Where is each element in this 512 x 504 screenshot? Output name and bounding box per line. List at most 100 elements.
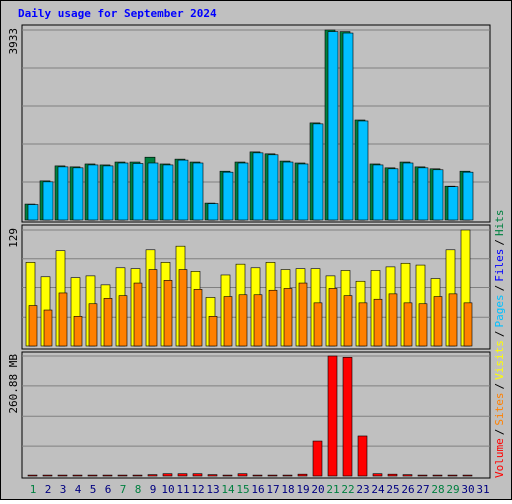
legend-entry: Hits bbox=[493, 210, 506, 237]
legend-entry: Volume bbox=[493, 438, 506, 478]
x-tick-label: 29 bbox=[446, 483, 459, 496]
bar bbox=[177, 473, 188, 477]
bar bbox=[433, 296, 443, 347]
bar bbox=[208, 316, 218, 347]
bar bbox=[237, 162, 249, 221]
bar bbox=[163, 280, 173, 347]
bar bbox=[298, 282, 308, 347]
bar bbox=[282, 161, 294, 221]
legend-entry: Visits bbox=[493, 340, 506, 380]
bar bbox=[28, 305, 38, 347]
bar bbox=[448, 293, 458, 347]
bar bbox=[282, 474, 293, 477]
x-tick-label: 3 bbox=[60, 483, 67, 496]
bar bbox=[463, 302, 473, 347]
x-tick-label: 10 bbox=[161, 483, 174, 496]
bar bbox=[103, 298, 113, 347]
x-tick-label: 25 bbox=[386, 483, 399, 496]
bar bbox=[147, 474, 158, 477]
bar bbox=[102, 474, 113, 477]
bar bbox=[462, 171, 474, 221]
bar bbox=[357, 435, 368, 477]
bar bbox=[178, 269, 188, 347]
bar bbox=[133, 282, 143, 347]
bar bbox=[343, 295, 353, 347]
bar bbox=[192, 162, 204, 221]
y-tick-label: 260.88 MB bbox=[7, 354, 20, 414]
bar bbox=[342, 357, 353, 477]
bar bbox=[387, 168, 399, 221]
bar bbox=[312, 123, 324, 221]
bar bbox=[388, 293, 398, 347]
x-tick-label: 1 bbox=[30, 483, 37, 496]
bar bbox=[357, 120, 369, 221]
x-tick-label: 6 bbox=[105, 483, 112, 496]
bar bbox=[117, 474, 128, 477]
bar bbox=[132, 163, 144, 221]
bar bbox=[222, 474, 233, 477]
y-tick-label: 3933 bbox=[7, 28, 20, 55]
x-tick-label: 17 bbox=[266, 483, 279, 496]
x-tick-label: 5 bbox=[90, 483, 97, 496]
legend-separator: / bbox=[493, 239, 506, 246]
bar bbox=[267, 154, 279, 221]
bar bbox=[72, 167, 84, 221]
bar bbox=[147, 162, 159, 221]
bar bbox=[373, 298, 383, 347]
bar bbox=[207, 203, 219, 221]
bar bbox=[312, 440, 323, 477]
bar bbox=[432, 474, 443, 477]
plot-area bbox=[21, 351, 491, 479]
bar bbox=[252, 474, 263, 477]
bar bbox=[417, 474, 428, 477]
x-tick-label: 8 bbox=[135, 483, 142, 496]
bar bbox=[87, 474, 98, 477]
bar bbox=[27, 204, 39, 221]
x-tick-label: 26 bbox=[401, 483, 414, 496]
bar bbox=[193, 289, 203, 347]
bar bbox=[102, 165, 114, 221]
bar bbox=[57, 166, 69, 221]
bar bbox=[432, 169, 444, 221]
x-tick-label: 9 bbox=[150, 483, 157, 496]
bar bbox=[237, 473, 248, 477]
x-tick-label: 24 bbox=[371, 483, 385, 496]
bar bbox=[132, 474, 143, 477]
bar bbox=[148, 269, 158, 347]
x-tick-label: 28 bbox=[431, 483, 444, 496]
bar bbox=[342, 32, 354, 221]
x-tick-label: 21 bbox=[326, 483, 339, 496]
x-tick-label: 30 bbox=[461, 483, 474, 496]
bar bbox=[402, 162, 414, 221]
x-tick-label: 2 bbox=[45, 483, 52, 496]
bar bbox=[57, 474, 68, 477]
x-tick-label: 15 bbox=[236, 483, 249, 496]
legend-separator: / bbox=[493, 285, 506, 292]
bar bbox=[327, 355, 338, 477]
bar bbox=[403, 302, 413, 347]
bar bbox=[72, 474, 83, 477]
legend-entry: Pages bbox=[493, 294, 506, 327]
x-tick-label: 23 bbox=[356, 483, 369, 496]
bar bbox=[117, 162, 129, 221]
x-tick-label: 18 bbox=[281, 483, 294, 496]
bar bbox=[268, 289, 278, 347]
bar bbox=[42, 474, 53, 477]
legend-separator: / bbox=[493, 429, 506, 436]
bar bbox=[162, 164, 174, 221]
bar bbox=[222, 171, 234, 221]
bar bbox=[402, 474, 413, 477]
bar bbox=[372, 473, 383, 477]
x-tick-label: 4 bbox=[75, 483, 82, 496]
bar bbox=[238, 294, 248, 347]
legend-entry: Files bbox=[493, 249, 506, 282]
bar bbox=[192, 473, 203, 477]
x-tick-label: 20 bbox=[311, 483, 324, 496]
y-tick-label: 129 bbox=[7, 228, 20, 248]
x-tick-label: 27 bbox=[416, 483, 429, 496]
bar bbox=[297, 473, 308, 477]
bar bbox=[417, 167, 429, 221]
bar bbox=[73, 316, 83, 347]
bar bbox=[27, 474, 38, 477]
